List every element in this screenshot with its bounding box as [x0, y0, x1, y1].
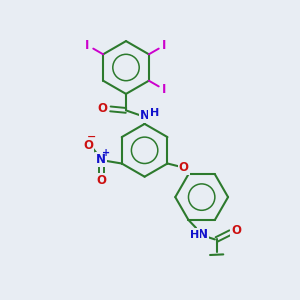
Text: O: O — [97, 102, 107, 116]
Text: O: O — [83, 139, 93, 152]
Text: +: + — [102, 148, 110, 158]
Text: I: I — [85, 39, 90, 52]
Text: H: H — [190, 230, 200, 240]
Text: O: O — [96, 174, 106, 188]
Text: O: O — [179, 160, 189, 174]
Text: N: N — [198, 228, 208, 241]
Text: −: − — [87, 132, 96, 142]
Text: N: N — [96, 153, 106, 167]
Text: O: O — [232, 224, 242, 237]
Text: H: H — [150, 108, 159, 118]
Text: I: I — [162, 83, 167, 96]
Text: I: I — [162, 39, 167, 52]
Text: N: N — [140, 109, 150, 122]
